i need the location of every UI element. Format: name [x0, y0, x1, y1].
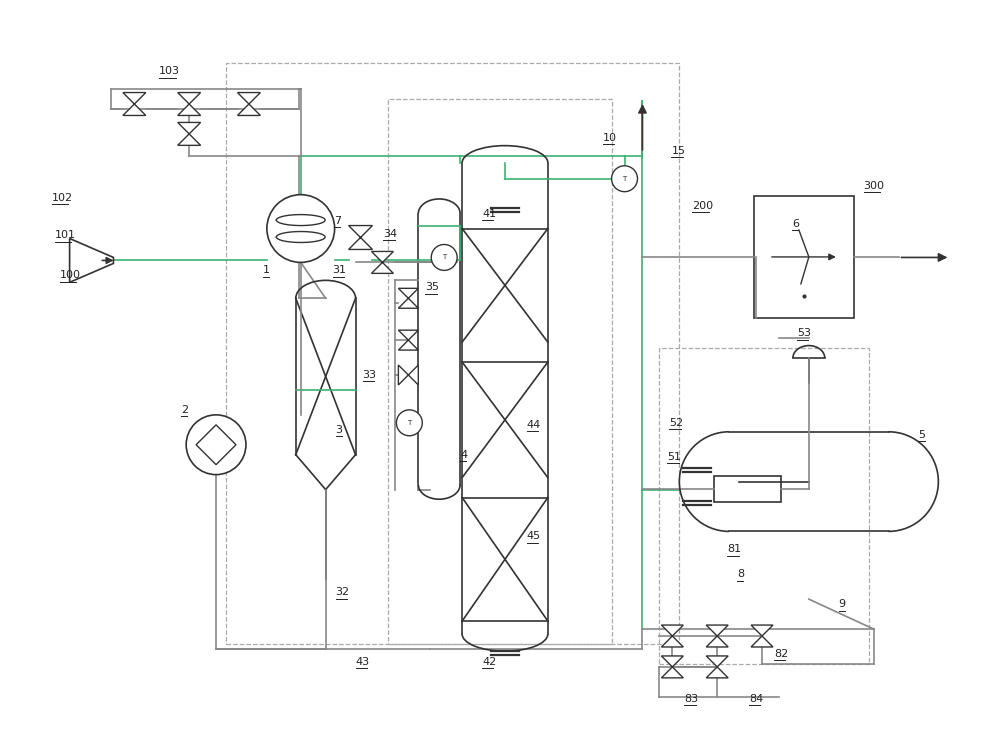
Text: T: T: [442, 254, 446, 260]
Polygon shape: [661, 656, 683, 678]
Text: 7: 7: [334, 216, 341, 225]
Polygon shape: [70, 239, 113, 282]
Text: 100: 100: [60, 270, 81, 280]
Polygon shape: [398, 288, 418, 308]
Text: 8: 8: [737, 569, 744, 579]
Polygon shape: [371, 251, 393, 273]
Text: 43: 43: [356, 657, 370, 667]
Circle shape: [186, 415, 246, 474]
Circle shape: [267, 195, 335, 263]
Text: T: T: [407, 420, 411, 426]
Text: 33: 33: [363, 370, 377, 380]
Bar: [226, 63, 679, 644]
Text: 9: 9: [839, 599, 846, 609]
Text: 53: 53: [797, 328, 811, 338]
Text: 4: 4: [460, 450, 467, 460]
Bar: [754, 195, 854, 319]
Polygon shape: [178, 122, 201, 145]
Text: 82: 82: [774, 649, 788, 659]
Text: 45: 45: [527, 531, 541, 542]
Text: 83: 83: [684, 694, 698, 703]
Circle shape: [431, 245, 457, 270]
Polygon shape: [349, 225, 372, 249]
Polygon shape: [178, 93, 201, 116]
Text: 200: 200: [692, 201, 713, 210]
Text: 34: 34: [383, 228, 398, 239]
Polygon shape: [751, 625, 773, 647]
Text: 15: 15: [671, 145, 685, 156]
Text: 81: 81: [727, 545, 741, 554]
Text: 41: 41: [482, 209, 496, 219]
Text: 2: 2: [181, 405, 188, 415]
Text: 300: 300: [864, 181, 885, 191]
Text: 51: 51: [667, 451, 681, 462]
Polygon shape: [398, 330, 418, 350]
Text: 6: 6: [792, 219, 799, 228]
Circle shape: [396, 410, 422, 436]
Text: 44: 44: [527, 420, 541, 430]
Circle shape: [612, 166, 637, 192]
Polygon shape: [398, 365, 418, 385]
Text: 10: 10: [603, 133, 617, 143]
Text: 101: 101: [55, 231, 76, 240]
Text: 35: 35: [425, 282, 439, 292]
Bar: [659, 348, 869, 664]
Text: 52: 52: [669, 418, 683, 427]
Text: 5: 5: [918, 430, 925, 439]
Text: 102: 102: [52, 192, 73, 203]
Polygon shape: [123, 93, 146, 116]
Text: 32: 32: [336, 587, 350, 597]
Polygon shape: [661, 625, 683, 647]
Bar: [388, 99, 612, 644]
Polygon shape: [706, 656, 728, 678]
Text: 42: 42: [482, 657, 496, 667]
Text: T: T: [622, 176, 627, 182]
Bar: [714, 476, 781, 501]
Text: 1: 1: [263, 266, 270, 275]
Text: 31: 31: [333, 266, 347, 275]
Text: 3: 3: [336, 424, 343, 435]
Text: 103: 103: [159, 66, 180, 76]
Text: 84: 84: [749, 694, 763, 703]
Polygon shape: [706, 625, 728, 647]
Polygon shape: [237, 93, 260, 116]
